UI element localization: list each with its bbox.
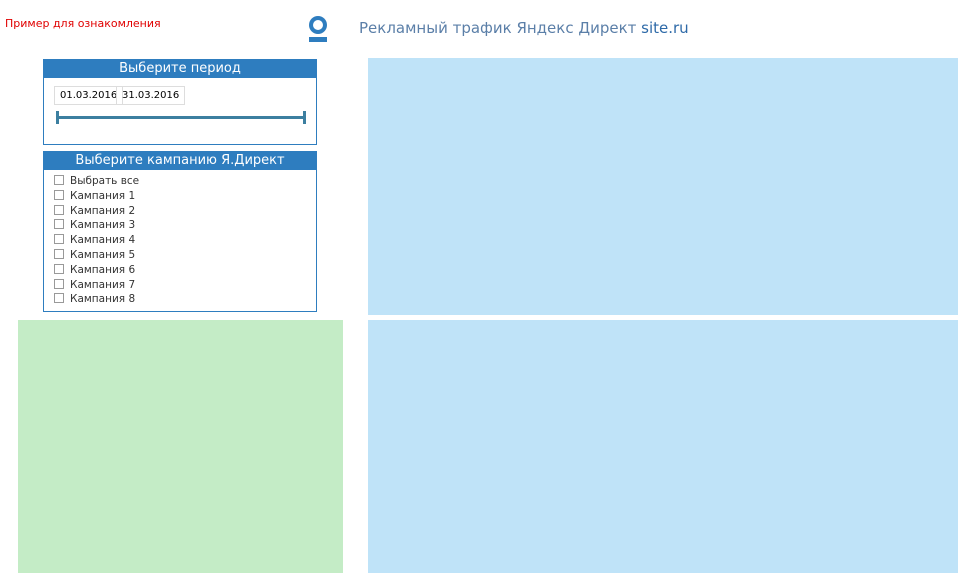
option[interactable]: Кампания 8 xyxy=(44,292,316,307)
option-label: Выбрать все xyxy=(70,175,140,187)
period-title: Выберите период xyxy=(44,60,316,78)
option-label: Кампания 4 xyxy=(70,234,136,247)
option-label: Кампания 1 xyxy=(70,189,136,202)
note: Пример для ознакомления xyxy=(5,17,161,30)
option-label: Кампания 7 xyxy=(70,278,136,291)
date-to[interactable]: 31.03.2016 xyxy=(116,86,186,105)
checkbox[interactable] xyxy=(54,278,64,289)
option[interactable]: Кампания 2 xyxy=(44,204,316,219)
checkbox[interactable] xyxy=(54,219,64,230)
panel xyxy=(18,320,343,573)
option-label: Кампания 6 xyxy=(70,263,136,276)
slider[interactable] xyxy=(57,116,305,119)
campaign-title: Выберите кампанию Я.Директ xyxy=(44,152,316,170)
option-label: Кампания 3 xyxy=(70,219,136,232)
option-label: Кампания 5 xyxy=(70,248,136,261)
slider-handle[interactable] xyxy=(56,111,59,124)
options: Выбрать все Кампания 1 Кампания 2 Кампания … xyxy=(44,170,316,307)
option[interactable]: Кампания 7 xyxy=(44,278,316,293)
checkbox[interactable] xyxy=(54,204,64,215)
option[interactable]: Кампания 5 xyxy=(44,248,316,263)
checkbox[interactable] xyxy=(54,175,64,185)
date-from[interactable]: 01.03.2016 xyxy=(54,86,124,105)
checkbox[interactable] xyxy=(54,189,64,200)
checkbox[interactable] xyxy=(54,293,64,304)
option[interactable]: Кампания 3 xyxy=(44,218,316,233)
option[interactable]: Выбрать все xyxy=(44,174,316,189)
checkbox[interactable] xyxy=(54,234,64,245)
checkbox[interactable] xyxy=(54,263,64,274)
period-filter: Выберите период 01.03.2016 31.03.2016 xyxy=(43,59,317,145)
panel xyxy=(368,58,958,315)
option-label: Кампания 8 xyxy=(70,293,136,306)
option[interactable]: Кампания 4 xyxy=(44,233,316,248)
dashboard-title: Рекламный трафик Яндекс Директ site.ru xyxy=(359,19,689,37)
site: site.ru xyxy=(641,19,689,37)
campaign-filter: Выберите кампанию Я.Директ Выбрать все Ка… xyxy=(43,151,317,312)
option[interactable]: Кампания 6 xyxy=(44,263,316,278)
title: Рекламный трафик Яндекс Директ xyxy=(359,19,637,37)
option[interactable]: Кампания 1 xyxy=(44,189,316,204)
slider-handle[interactable] xyxy=(303,111,306,124)
panel xyxy=(368,320,958,573)
checkbox[interactable] xyxy=(54,248,64,259)
option-label: Кампания 2 xyxy=(70,204,136,217)
